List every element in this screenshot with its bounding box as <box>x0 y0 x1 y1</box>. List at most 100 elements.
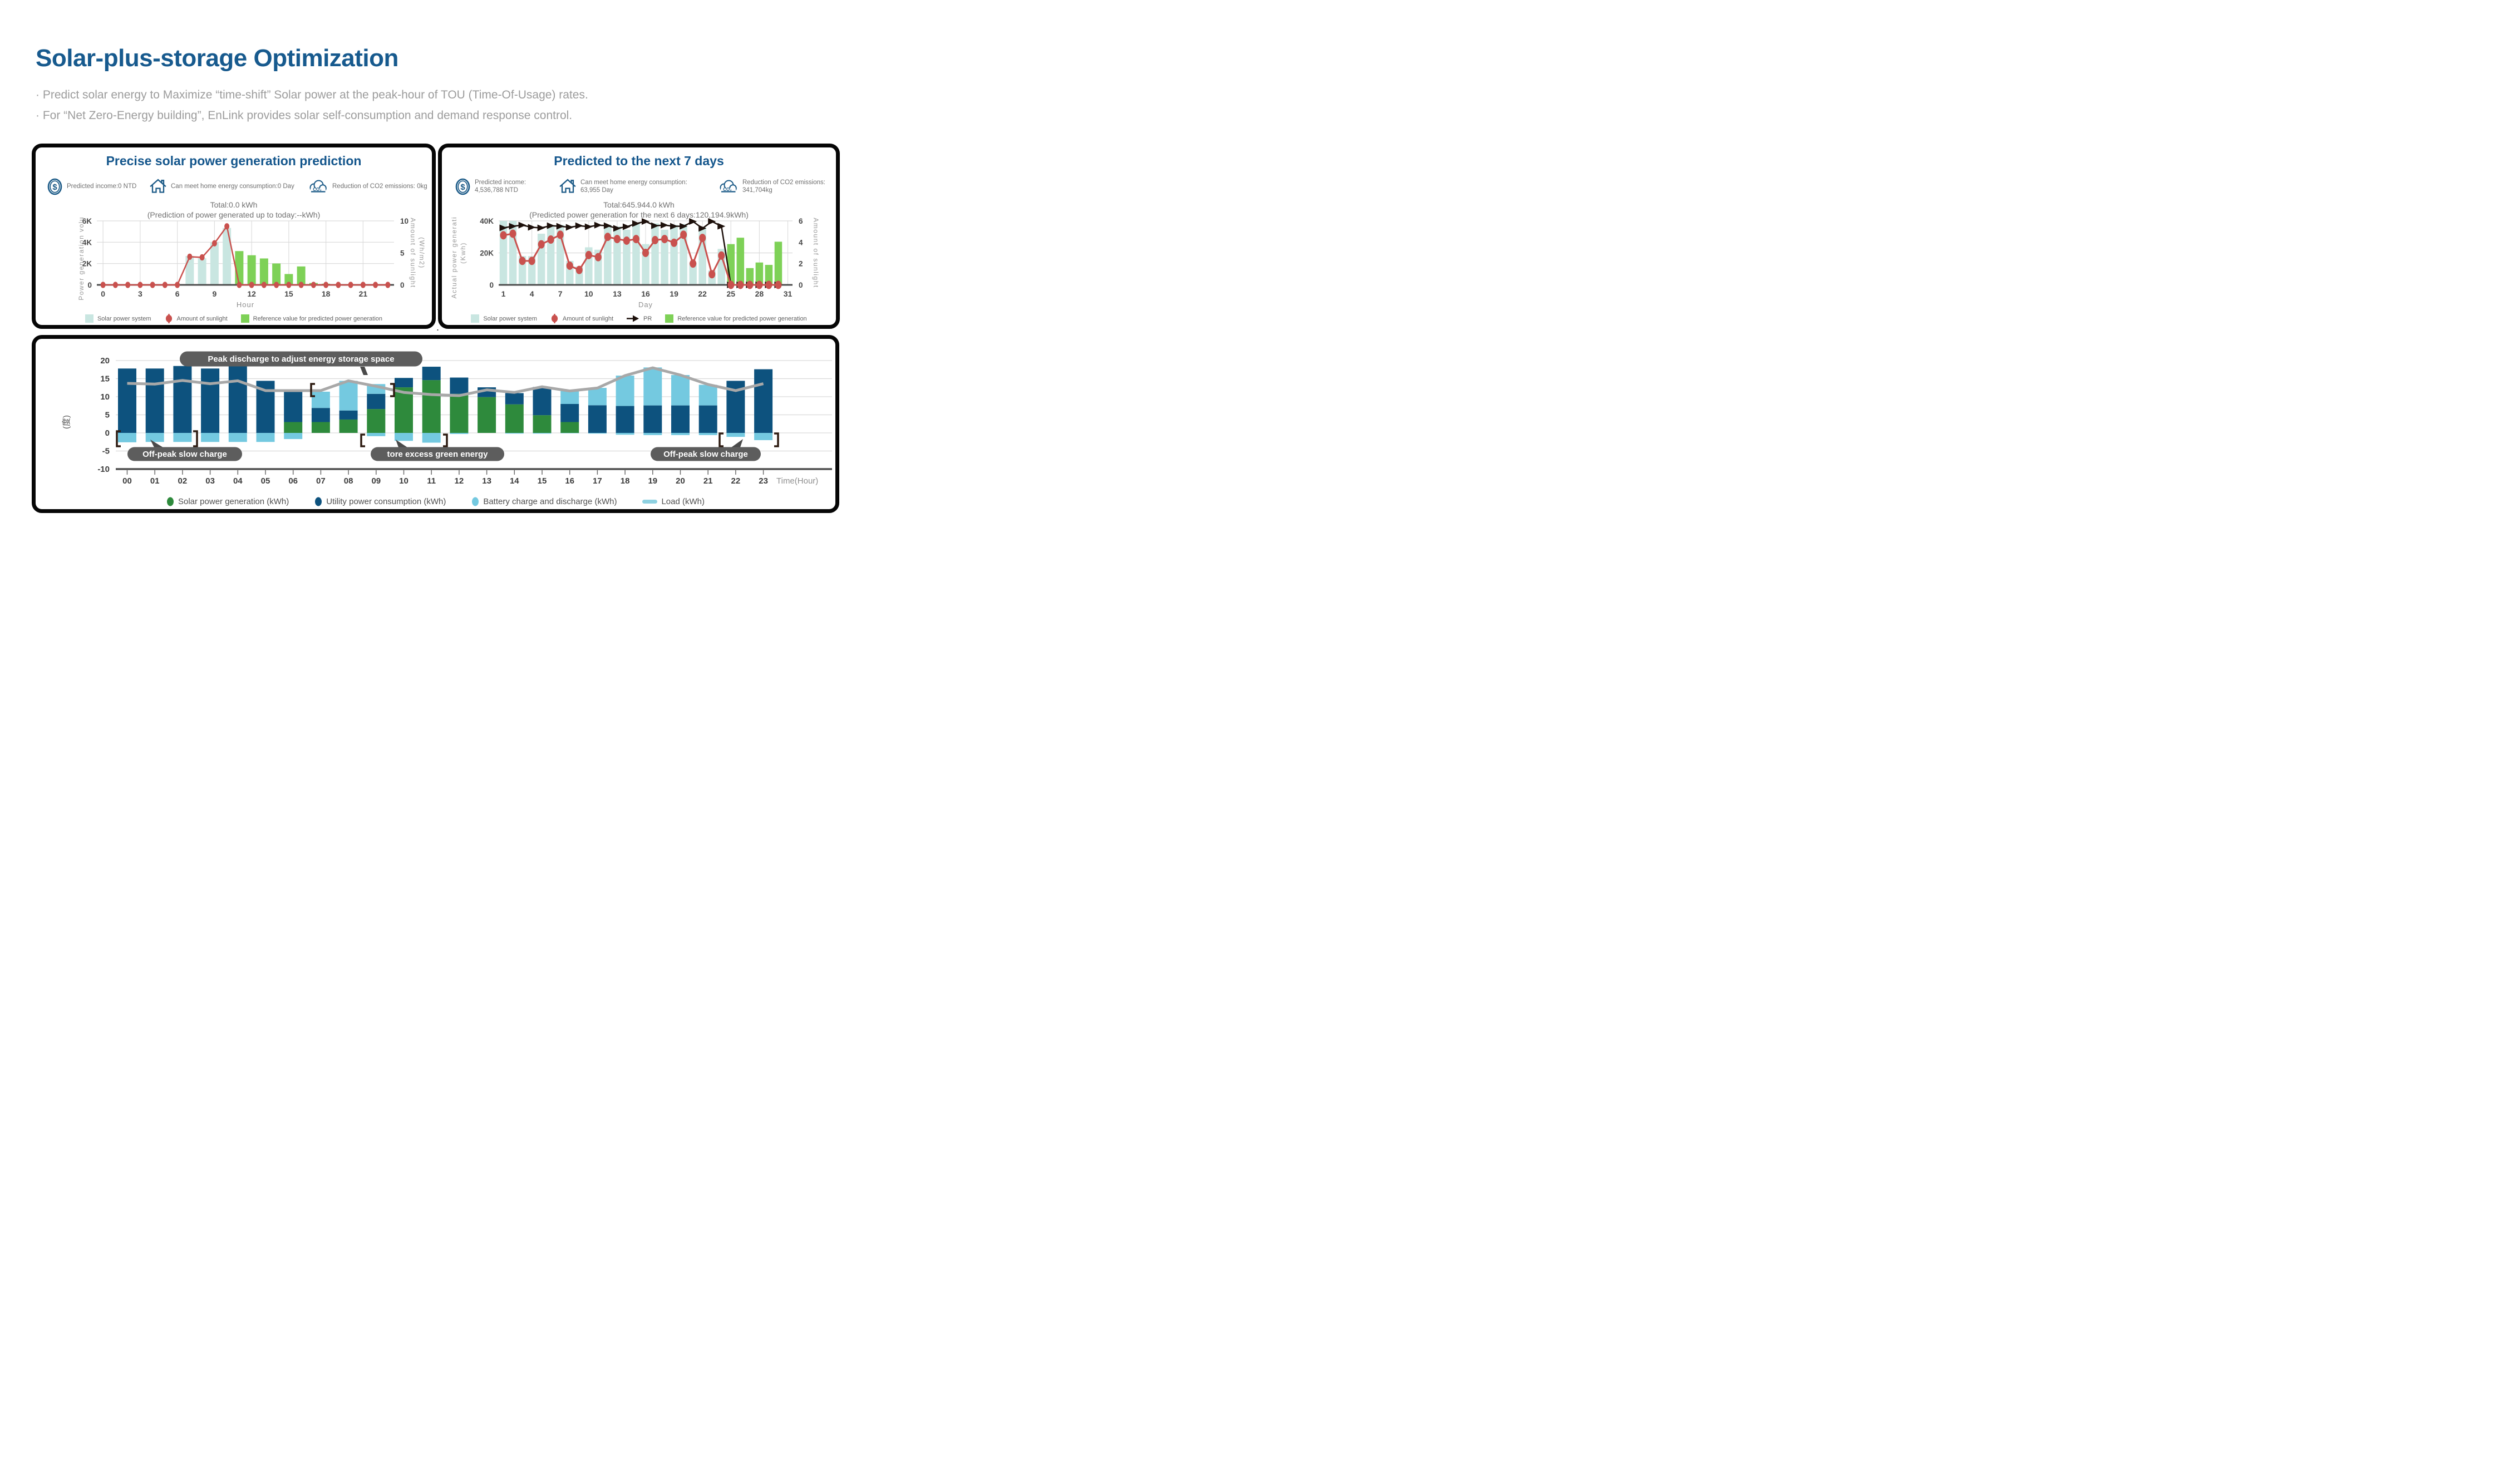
svg-text:4: 4 <box>530 289 534 298</box>
legend-item: PR <box>627 314 652 323</box>
svg-text:31: 31 <box>784 289 793 298</box>
legend-swatch <box>167 497 174 506</box>
svg-text:9: 9 <box>212 289 216 298</box>
svg-text:16: 16 <box>565 476 574 486</box>
house-icon <box>559 179 576 193</box>
panel-hourly-prediction: Precise solar power generation predictio… <box>32 144 436 329</box>
legend-label: Load (kWh) <box>661 497 705 506</box>
svg-text:tore excess green energy: tore excess green energy <box>387 450 489 459</box>
panel-title: Precise solar power generation predictio… <box>106 154 362 168</box>
chart-subtitle: (Prediction of power generated up to tod… <box>147 210 321 219</box>
chart-legend: Solar power generation (kWh) Utility powe… <box>36 496 835 507</box>
total-kwh: Total:0.0 kWh <box>210 200 258 209</box>
svg-text:Amount of sunlight: Amount of sunlight <box>812 218 820 288</box>
svg-text:0: 0 <box>105 428 110 438</box>
svg-text:0: 0 <box>400 281 405 289</box>
legend-label: Amount of sunlight <box>176 315 228 322</box>
stats-row: $ Predicted income:0 NTD Can meet home ene… <box>36 175 432 199</box>
sunlight-marker-icon <box>551 314 558 323</box>
svg-text:Power generation volume: Power generation volume <box>77 216 85 300</box>
chart-subtitle: (Predicted power generation for the next… <box>529 210 749 219</box>
svg-text:Off-peak slow charge: Off-peak slow charge <box>142 450 227 459</box>
legend-label: Solar power generation (kWh) <box>178 497 289 506</box>
house-icon <box>150 179 166 193</box>
stat-dollar: $ Predicted income: 4,536,788 NTD <box>455 175 526 198</box>
svg-text:03: 03 <box>205 476 215 486</box>
svg-text:21: 21 <box>703 476 713 486</box>
intro-bullets: · Predict solar energy to Maximize “time… <box>36 85 588 126</box>
svg-text:-10: -10 <box>97 465 110 474</box>
svg-text:07: 07 <box>316 476 326 486</box>
svg-text:04: 04 <box>233 476 243 486</box>
svg-text:13: 13 <box>613 289 622 298</box>
svg-text:(Kwh): (Kwh) <box>459 242 467 264</box>
svg-text:6: 6 <box>175 289 180 298</box>
stat-label: Predicted income:0 NTD <box>67 183 137 190</box>
svg-text:06: 06 <box>288 476 298 486</box>
svg-text:6: 6 <box>799 217 803 225</box>
svg-text:15: 15 <box>100 374 110 384</box>
svg-text:Off-peak slow charge: Off-peak slow charge <box>663 450 748 459</box>
stat-house: Can meet home energy consumption: 63,955 … <box>559 175 687 198</box>
legend-label: Solar power system <box>483 315 537 322</box>
hourly-generation-chart: 0 2K 4K 6K 0 5 10 0 3 6 9 12 15 18 21 Hour Power generat… <box>77 216 426 309</box>
stats-row: $ Predicted income: 4,536,788 NTD Can meet … <box>442 175 836 199</box>
bullet-line: · For “Net Zero-Energy building”, EnLink… <box>36 109 573 122</box>
co2-cloud-icon: CO₂ <box>309 180 327 193</box>
legend-swatch <box>315 497 322 506</box>
legend-swatch <box>642 500 658 504</box>
stat-label: Predicted income: 4,536,788 NTD <box>475 179 526 194</box>
svg-text:19: 19 <box>648 476 657 486</box>
legend-item: Solar power system <box>471 314 537 323</box>
svg-text:0: 0 <box>87 281 92 289</box>
pr-marker-icon <box>627 315 639 322</box>
svg-text:15: 15 <box>538 476 547 486</box>
svg-text:08: 08 <box>344 476 353 486</box>
svg-text:19: 19 <box>670 289 678 298</box>
svg-text:16: 16 <box>641 289 650 298</box>
svg-text:CO₂: CO₂ <box>723 187 732 192</box>
svg-text:CO₂: CO₂ <box>313 187 322 192</box>
svg-text:Hour: Hour <box>237 300 254 309</box>
svg-text:5: 5 <box>400 249 405 258</box>
chart-legend: Solar power system Amount of sunlight PR Re… <box>442 313 836 324</box>
svg-text:0: 0 <box>799 281 803 289</box>
svg-text:20: 20 <box>676 476 685 486</box>
legend-label: Utility power consumption (kWh) <box>326 497 446 506</box>
co2-cloud-icon: CO₂ <box>720 180 737 193</box>
svg-text:10: 10 <box>399 476 409 486</box>
svg-text:21: 21 <box>359 289 368 298</box>
svg-text:00: 00 <box>122 476 132 486</box>
svg-text:23: 23 <box>759 476 768 486</box>
legend-label: Reference value for predicted power gene… <box>253 315 383 322</box>
stat-house: Can meet home energy consumption:0 Day <box>150 175 294 198</box>
svg-text:Day: Day <box>638 300 653 309</box>
panel-7day-prediction: Predicted to the next 7 days $ Predicted … <box>438 144 840 329</box>
legend-swatch <box>665 314 674 323</box>
svg-text:12: 12 <box>247 289 256 298</box>
monthly-generation-chart: 0 20K 40K 0 2 4 6 1 4 7 10 13 16 19 22 25 28 31 Day Actual … <box>450 216 820 309</box>
svg-text:12: 12 <box>455 476 464 486</box>
svg-text:10: 10 <box>584 289 593 298</box>
legend-label: Amount of sunlight <box>562 315 614 322</box>
stat-dollar: $ Predicted income:0 NTD <box>47 175 136 198</box>
svg-text:0: 0 <box>101 289 105 298</box>
legend-item: Amount of sunlight <box>550 313 613 324</box>
legend-item: Load (kWh) <box>642 497 705 506</box>
svg-text:2K: 2K <box>82 260 92 268</box>
svg-text:Amount of sunlight: Amount of sunlight <box>409 218 417 288</box>
legend-label: Battery charge and discharge (kWh) <box>483 497 617 506</box>
svg-text:(度): (度) <box>62 415 71 429</box>
svg-text:02: 02 <box>178 476 188 486</box>
chart-legend: Solar power system Amount of sunlight Refe… <box>36 313 432 324</box>
stat-label: Can meet home energy consumption: 63,955 … <box>580 179 687 194</box>
legend-item: Solar power generation (kWh) <box>166 496 289 507</box>
svg-text:09: 09 <box>371 476 381 486</box>
legend-swatch <box>471 314 480 323</box>
svg-text:13: 13 <box>482 476 491 486</box>
svg-text:5: 5 <box>105 411 110 420</box>
legend-swatch <box>472 497 479 506</box>
stat-label: Can meet home energy consumption:0 Day <box>171 183 294 190</box>
svg-text:3: 3 <box>138 289 142 298</box>
stray-dot: . <box>436 322 440 333</box>
